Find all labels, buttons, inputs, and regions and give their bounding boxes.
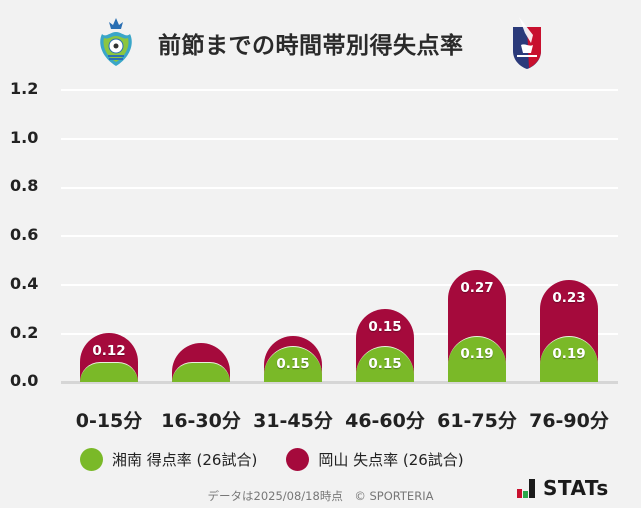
x-tick-label: 16-30分 (161, 410, 241, 432)
shonan-crest-icon (98, 16, 134, 72)
y-tick-label: 1.0 (10, 128, 39, 147)
gridline (61, 89, 618, 91)
y-tick-label: 0.2 (10, 323, 39, 342)
bar-value-label: 0.15 (368, 319, 402, 335)
stats-logo-icon (517, 479, 535, 498)
bar-value-label: 0.19 (460, 345, 494, 362)
bar-home (540, 335, 598, 382)
footer-note: データは2025/08/18時点 © SPORTERIA (207, 489, 434, 503)
gridline (61, 235, 618, 237)
legend-item-home: 湘南 得点率 (26試合) (80, 448, 257, 471)
chart-header: 前節までの時間帯別得失点率 (0, 0, 641, 80)
legend-label: 湘南 得点率 (26試合) (112, 451, 258, 469)
legend-item-away: 岡山 失点率 (26試合) (286, 448, 464, 471)
y-tick-label: 1.2 (10, 79, 39, 98)
bar-value-label: 0.15 (276, 355, 310, 372)
gridline (61, 187, 618, 189)
x-axis-baseline (61, 381, 618, 384)
okayama-crest-icon (507, 13, 547, 75)
x-tick-label: 61-75分 (437, 410, 517, 432)
chart-title: 前節までの時間帯別得失点率 (158, 33, 464, 59)
chart-legend: 湘南 得点率 (26試合) 岡山 失点率 (26試合) (80, 448, 493, 471)
x-tick-label: 0-15分 (75, 410, 143, 432)
gridline (61, 138, 618, 140)
stats-brand: STATs (517, 478, 609, 498)
bar-value-label: 0.12 (92, 343, 126, 360)
bar-value-label: 0.19 (552, 345, 586, 362)
bar-home (80, 362, 138, 382)
y-tick-label: 0.8 (10, 176, 39, 195)
legend-dot-icon (286, 448, 310, 471)
y-tick-label: 0.4 (10, 274, 39, 293)
legend-label: 岡山 失点率 (26試合) (318, 451, 464, 469)
bar-home (448, 335, 506, 382)
y-tick-label: 0.0 (10, 371, 39, 390)
bar-value-label: 0.15 (368, 355, 402, 372)
legend-dot-icon (80, 448, 103, 471)
bar-value-label: 0.27 (460, 280, 494, 297)
x-tick-label: 46-60分 (345, 410, 425, 432)
bar-value-label: 0.23 (552, 289, 586, 306)
y-tick-label: 0.6 (10, 225, 39, 244)
gridline (61, 333, 618, 335)
x-tick-label: 76-90分 (529, 410, 609, 432)
gridline (61, 284, 618, 286)
bar-home (172, 362, 230, 382)
stats-brand-text: STATs (543, 476, 609, 500)
x-tick-label: 31-45分 (253, 410, 333, 432)
